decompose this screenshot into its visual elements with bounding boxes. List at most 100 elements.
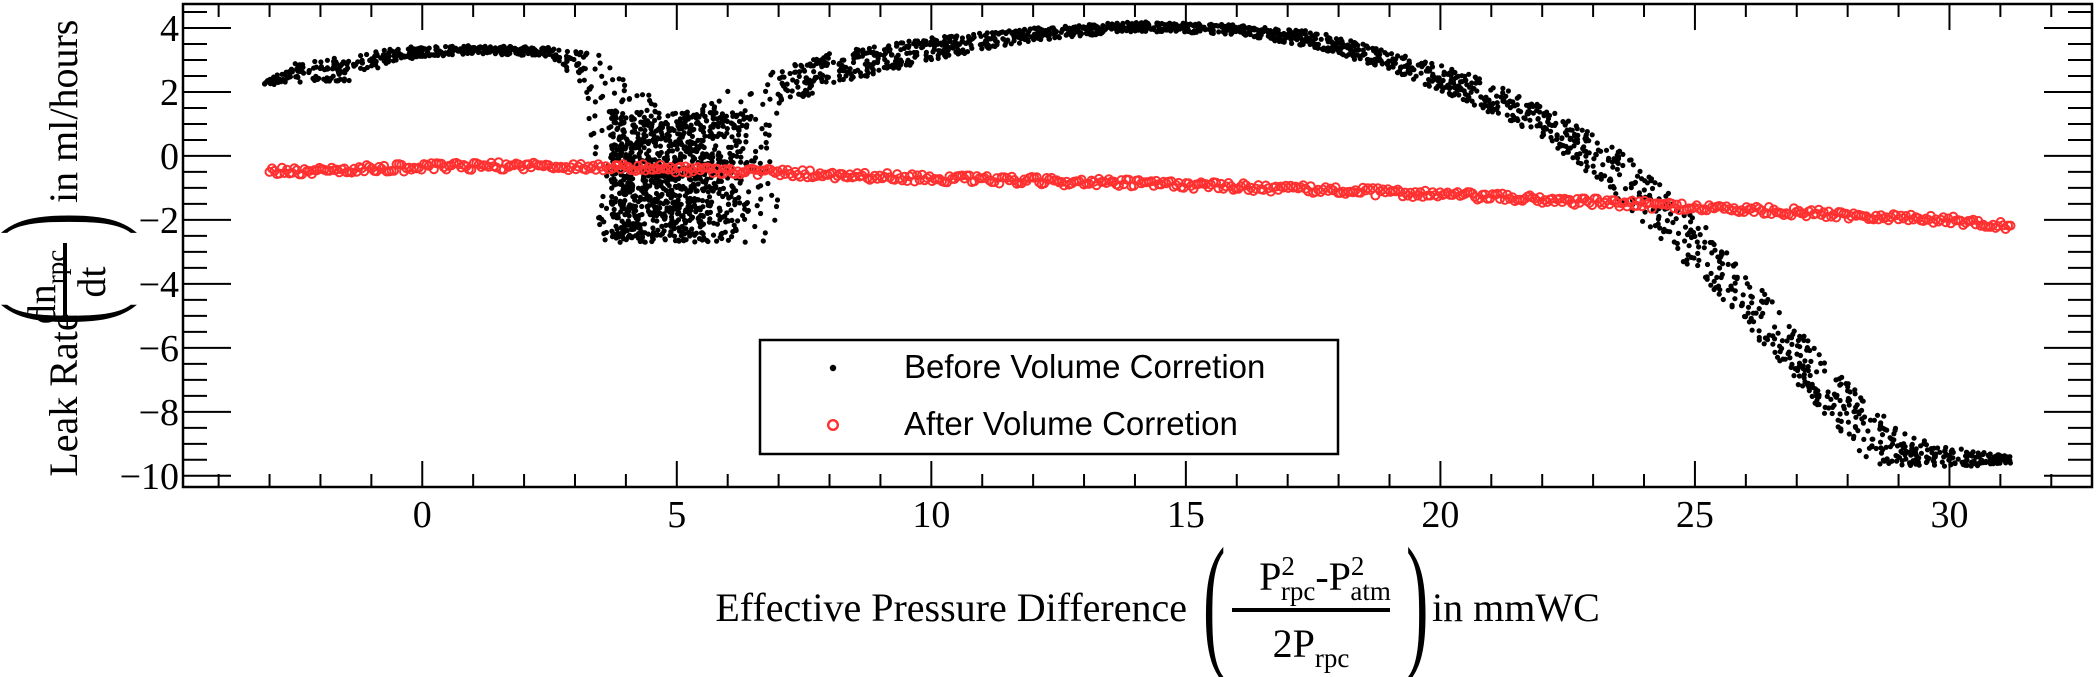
y-tick-label: 2 bbox=[160, 72, 179, 114]
before-point bbox=[1519, 123, 1525, 129]
before-point bbox=[808, 82, 815, 89]
before-point bbox=[1835, 417, 1841, 423]
before-point bbox=[898, 57, 904, 63]
before-point bbox=[895, 52, 901, 58]
before-point bbox=[1461, 88, 1467, 94]
before-point bbox=[720, 123, 726, 129]
before-point bbox=[1926, 455, 1932, 461]
before-point bbox=[1714, 274, 1720, 280]
before-point bbox=[677, 193, 683, 199]
before-point bbox=[650, 217, 656, 223]
before-point bbox=[689, 226, 695, 232]
before-point bbox=[670, 220, 676, 226]
before-point bbox=[1567, 127, 1573, 133]
before-point bbox=[1748, 293, 1754, 299]
before-point bbox=[1696, 244, 1702, 250]
before-point bbox=[737, 180, 743, 186]
before-point bbox=[321, 67, 328, 73]
before-point bbox=[733, 226, 739, 232]
before-point bbox=[754, 203, 760, 209]
before-point bbox=[672, 142, 678, 148]
before-point bbox=[665, 191, 672, 198]
before-point bbox=[539, 46, 545, 52]
before-point bbox=[1355, 42, 1361, 49]
before-point bbox=[2005, 457, 2011, 463]
before-point bbox=[675, 217, 682, 223]
before-point bbox=[1916, 462, 1922, 468]
before-point bbox=[608, 124, 614, 130]
before-point bbox=[799, 63, 805, 69]
before-point bbox=[1775, 330, 1781, 336]
before-point bbox=[1846, 431, 1852, 437]
after-point bbox=[1636, 201, 1647, 212]
before-point bbox=[831, 79, 837, 85]
before-point bbox=[1668, 211, 1674, 217]
before-point bbox=[1448, 72, 1454, 78]
before-point bbox=[629, 117, 635, 123]
before-point bbox=[1289, 40, 1295, 47]
before-point bbox=[692, 176, 698, 182]
before-point bbox=[1394, 70, 1401, 76]
before-point bbox=[666, 133, 672, 139]
before-point bbox=[725, 88, 731, 94]
before-point bbox=[426, 45, 432, 51]
before-point bbox=[885, 64, 891, 70]
before-point bbox=[672, 192, 679, 198]
before-point bbox=[779, 69, 785, 75]
before-point bbox=[1894, 443, 1901, 449]
before-point bbox=[1462, 77, 1468, 83]
before-point bbox=[1176, 24, 1182, 30]
before-point bbox=[1578, 161, 1584, 167]
before-point bbox=[265, 78, 271, 84]
before-point bbox=[1166, 26, 1172, 32]
after-point bbox=[585, 163, 596, 174]
before-point bbox=[562, 62, 568, 68]
before-point bbox=[1655, 221, 1661, 227]
before-point bbox=[709, 110, 715, 116]
before-point bbox=[1642, 178, 1648, 184]
before-point bbox=[1675, 245, 1681, 251]
before-point bbox=[1831, 402, 1837, 408]
before-point bbox=[953, 36, 959, 42]
before-point bbox=[716, 190, 722, 196]
before-point bbox=[720, 185, 727, 191]
before-point bbox=[295, 74, 301, 80]
before-point bbox=[1709, 240, 1715, 246]
before-point bbox=[333, 59, 339, 65]
before-point bbox=[936, 48, 942, 54]
before-point bbox=[709, 158, 715, 165]
before-point bbox=[620, 111, 626, 117]
before-point bbox=[663, 137, 669, 143]
before-point bbox=[993, 29, 999, 36]
before-point bbox=[1529, 101, 1535, 107]
before-point bbox=[1914, 456, 1920, 462]
before-point bbox=[613, 142, 619, 148]
before-point bbox=[1657, 225, 1663, 231]
before-point bbox=[1779, 345, 1785, 352]
before-point bbox=[274, 72, 280, 78]
before-point bbox=[965, 33, 972, 40]
before-point bbox=[1565, 118, 1571, 124]
before-point bbox=[1429, 60, 1435, 67]
before-point bbox=[1704, 274, 1710, 280]
before-point bbox=[1724, 250, 1730, 256]
before-point bbox=[752, 223, 758, 230]
before-point bbox=[865, 50, 871, 56]
before-point bbox=[1230, 26, 1236, 32]
before-point bbox=[1510, 99, 1516, 105]
series-before-points bbox=[262, 19, 2013, 469]
y-axis-label-denominator: dt bbox=[69, 266, 114, 297]
before-point bbox=[1884, 456, 1890, 462]
before-point bbox=[1995, 455, 2001, 461]
before-point bbox=[1980, 460, 1986, 466]
before-point bbox=[713, 110, 719, 116]
before-point bbox=[331, 65, 337, 71]
before-point bbox=[644, 183, 650, 189]
before-point bbox=[700, 186, 706, 192]
before-point bbox=[893, 64, 899, 70]
before-point bbox=[758, 210, 764, 217]
before-point bbox=[681, 238, 687, 244]
before-point bbox=[850, 52, 856, 58]
before-point bbox=[501, 43, 507, 49]
before-point bbox=[900, 40, 906, 46]
